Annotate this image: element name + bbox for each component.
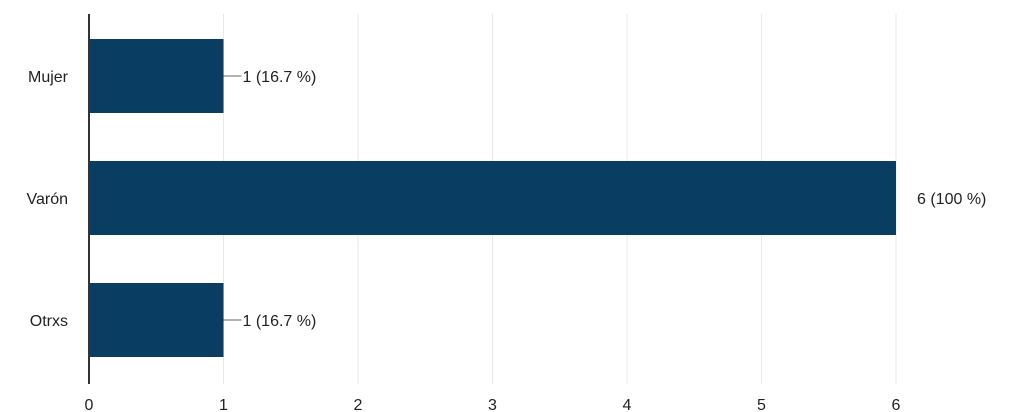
x-tick-label-6: 6 [892,397,901,412]
data-label-1: 1 (16.7 %) [243,69,317,86]
x-tick-label-0: 0 [85,397,94,412]
data-label-2: 6 (100 %) [917,191,986,208]
x-tick-label-2: 2 [354,397,363,412]
bar-2 [89,161,896,235]
category-label-2: Varón [26,191,68,208]
bar-1 [89,39,224,113]
x-tick-label-5: 5 [757,397,766,412]
bars [89,39,896,357]
x-tick-label-3: 3 [488,397,497,412]
bar-3 [89,283,224,357]
labels: 0 1 2 3 4 5 6 Mujer 1 (16.7 %) Varón 6 (100 %) Otrx… [26,69,986,412]
category-label-1: Mujer [28,69,69,86]
x-tick-label-1: 1 [219,397,228,412]
category-label-3: Otrxs [30,313,68,330]
x-tick-label-4: 4 [623,397,632,412]
data-label-3: 1 (16.7 %) [243,313,317,330]
